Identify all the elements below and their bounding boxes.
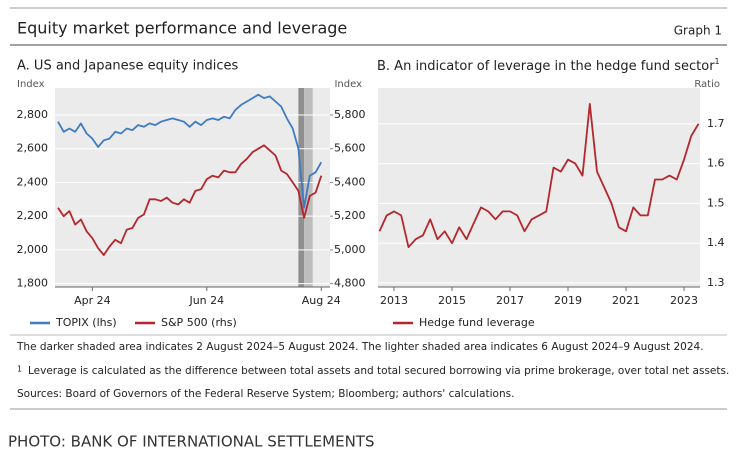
y2-tick-label: 5,600 [334,142,366,155]
legend-label: Hedge fund leverage [419,316,535,329]
y2-tick-label: 5,200 [334,209,366,222]
footnote-marker: 1 [17,365,22,374]
y-tick-label: 2,600 [17,142,49,155]
y-tick-label: 1.6 [707,157,725,170]
graph-label: Graph 1 [674,24,722,38]
sources: Sources: Board of Governors of the Feder… [17,388,514,400]
y-tick-label: 2,800 [17,108,49,121]
x-tick-label: 2019 [554,294,582,307]
x-tick-label: Apr 24 [74,294,111,307]
y-tick-label: 1,800 [17,277,49,290]
x-tick-label: Jun 24 [188,294,224,307]
x-tick-label: 2013 [380,294,408,307]
series-line [378,103,700,249]
legend-label: S&P 500 (rhs) [161,316,237,329]
y-tick-label: 2,000 [17,243,49,256]
photo-caption: PHOTO: BANK OF INTERNATIONAL SETTLEMENTS [8,433,374,451]
y-tick-label: 1.3 [707,276,725,289]
x-tick-label: 2021 [612,294,640,307]
y-tick-label: 2,400 [17,175,49,188]
legend-label: TOPIX (lhs) [55,316,117,329]
y2-axis-label: Index [334,79,362,90]
note: The darker shaded area indicates 2 Augus… [16,341,704,353]
series-line [57,93,323,209]
y2-tick-label: 4,800 [334,277,366,290]
panel-title: B. An indicator of leverage in the hedge… [377,57,720,74]
graph-title: Equity market performance and leverage [17,19,347,38]
y-tick-label: 1.4 [707,236,725,249]
plot-background [378,88,700,287]
footnote: Leverage is calculated as the difference… [28,365,729,377]
x-tick-label: 2023 [670,294,698,307]
y2-tick-label: 5,400 [334,175,366,188]
plot-background [55,88,330,287]
x-tick-label: 2017 [496,294,524,307]
x-tick-label: 2015 [438,294,466,307]
footnote-marker: 1 [715,57,720,66]
panel-title: A. US and Japanese equity indices [17,59,238,74]
y2-tick-label: 5,000 [334,243,366,256]
panel-title-text: B. An indicator of leverage in the hedge… [377,59,715,74]
y-tick-label: 1.7 [707,117,725,130]
series-line [57,144,323,256]
y-axis-label: Index [17,79,45,90]
y2-tick-label: 5,800 [334,108,366,121]
x-tick-label: Aug 24 [302,294,341,307]
y-tick-label: 2,200 [17,209,49,222]
y-tick-label: 1.5 [707,196,725,209]
y-axis-label: Ratio [694,79,720,90]
